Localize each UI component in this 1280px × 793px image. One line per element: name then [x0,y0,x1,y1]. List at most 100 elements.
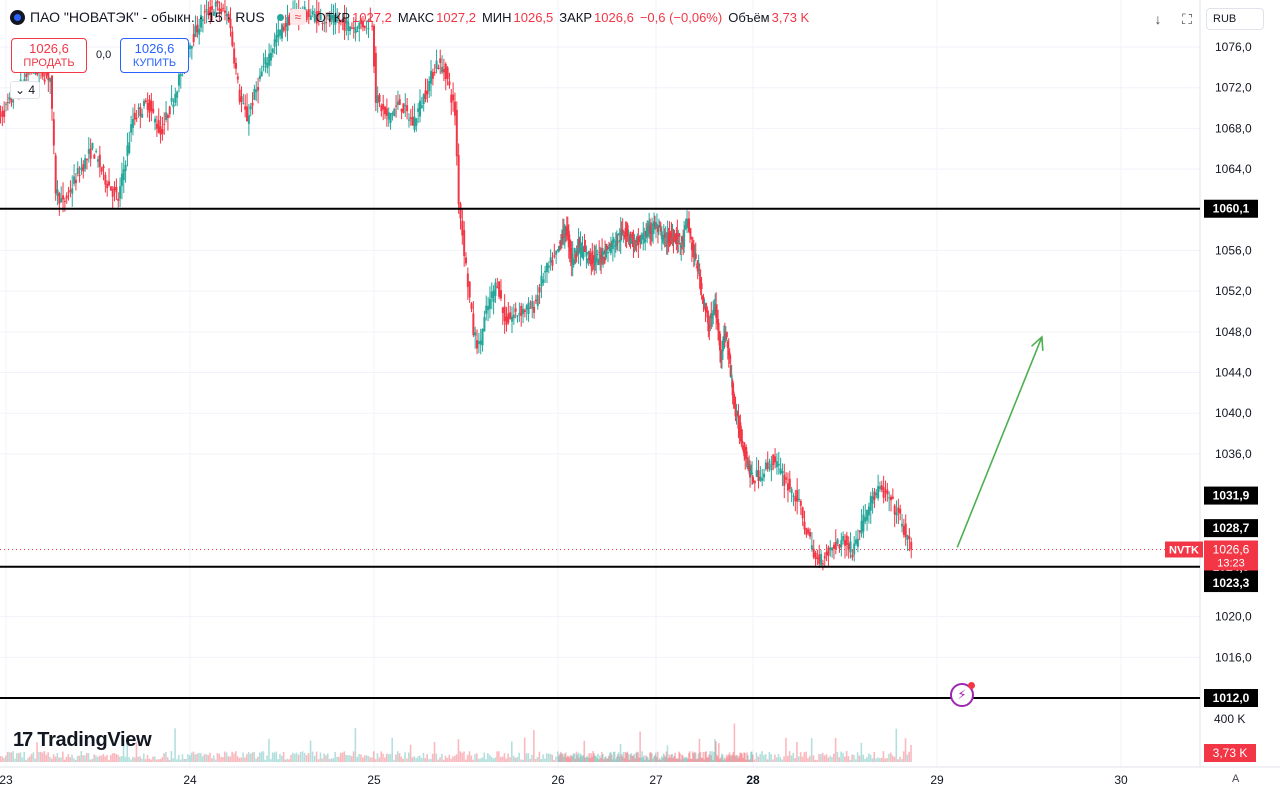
symbol-title[interactable]: ПАО "НОВАТЭК" - обыкн. · 15 · RUS [30,9,265,25]
volume-bar [623,758,626,762]
level-label-box [1204,519,1258,538]
trend-arrow[interactable] [956,335,1044,548]
volume-bar [398,753,401,762]
candle-body [387,112,390,120]
time-axis[interactable]: 23 24 25 26 27 28 29 30 [0,773,1128,787]
volume-bars [0,723,912,762]
volume-bar [419,755,421,762]
volume-bar [73,758,75,762]
volume-bar [393,759,395,762]
volume-bar [786,755,789,762]
auto-scale-button[interactable]: A [1232,773,1240,785]
candle-body [640,236,643,244]
candle-body [411,117,414,126]
candle-body [619,229,622,242]
download-icon[interactable]: ↓ [1154,11,1162,27]
volume-bar [113,753,116,762]
volume-bar [369,757,371,762]
volume-bar [655,752,657,762]
volume-bar [511,741,513,762]
candle-body [455,109,458,157]
volume-bar [139,756,141,762]
volume-bar [516,757,519,762]
volume-bar [655,756,658,762]
volume-bar [441,753,443,762]
horizontal-levels[interactable] [0,207,1200,699]
collapse-indicators-button[interactable]: ⌄ 4 [10,81,41,99]
candle-body [67,191,70,193]
flash-event-icon[interactable]: ⚡ [950,682,975,707]
candle-body [674,234,677,237]
candle-body [260,71,263,77]
ohlc-value: 1027,2 [352,9,392,25]
volume-bar [181,754,184,762]
candle-body [845,535,848,545]
volume-bar [452,756,454,762]
volume-bar [735,754,738,762]
volume-bar [356,756,359,762]
candle-body [696,260,699,272]
volume-bar [749,759,751,762]
price-tick-label: 1044,0 [1215,366,1252,380]
time-tick-label: 25 [367,773,381,787]
volume-bar [321,758,324,762]
volume-bar [293,753,296,762]
price-tick-label: 1036,0 [1215,447,1252,461]
volume-bar [607,755,610,762]
candle-body [490,291,493,298]
candle-body [557,246,560,251]
wave-icon[interactable]: ≈ [289,9,306,25]
candle-body [128,142,131,153]
volume-bar [886,757,888,762]
volume-bar [774,754,776,762]
volume-bar [498,751,500,762]
volume-bar [341,752,344,762]
volume-bar [598,759,600,762]
candle-body [120,173,123,187]
sell-button[interactable]: 1026,6 ПРОДАТЬ [11,38,87,73]
candle-body [71,188,74,194]
candle-body [444,63,447,80]
volume-bar [505,758,508,762]
volume-bar [747,754,749,762]
volume-bar [557,755,560,762]
volume-bar [303,752,306,762]
candle-body [627,238,630,240]
level-label-box [1204,689,1258,707]
price-tick-label: 1052,0 [1215,284,1252,298]
candle-body [752,477,754,483]
market-open-dot-icon [276,13,284,21]
candle-body [430,70,433,84]
fullscreen-icon[interactable]: ⛶ [1182,11,1192,27]
candle-body [135,117,138,119]
volume-bar [648,759,650,762]
volume-bar [743,752,745,762]
volume-bar [433,741,436,762]
candle-body [838,544,841,549]
volume-bar [424,758,427,762]
volume-bar [137,756,140,762]
currency-select[interactable]: RUB [1206,8,1264,30]
volume-bar [85,752,88,762]
price-axis[interactable]: 1076,0 1072,0 1068,0 1064,0 1056,0 1052,0 1048… [1215,40,1252,664]
candle-body [476,340,479,349]
volume-bar [214,759,217,762]
volume-bar [814,759,817,762]
buy-button[interactable]: 1026,6 КУПИТЬ [120,38,189,73]
tradingview-logo[interactable]: 17 TradingView [13,729,152,752]
candle-body [823,556,826,559]
candle-body [330,15,333,20]
candle-body [404,105,407,107]
candle-body [708,326,711,329]
candle-body [568,239,571,252]
volume-bar [599,755,601,762]
volume-bar [109,755,112,762]
volume-bar [222,756,224,762]
volume-bar [122,740,125,762]
volume-bar [573,753,576,762]
candle-body [624,227,627,236]
chart-grid [0,0,1280,768]
candle-body [413,116,416,130]
volume-bar [299,751,302,762]
